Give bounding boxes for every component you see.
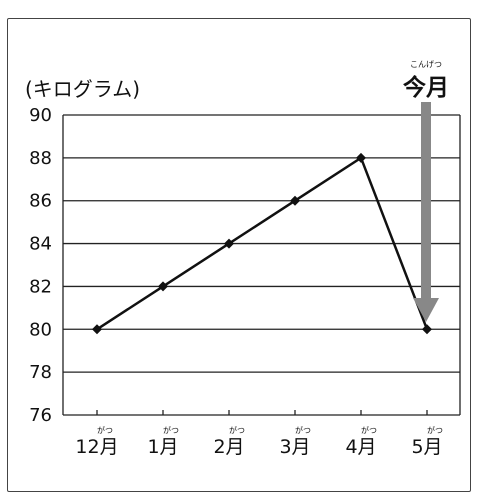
x-tick-label: 5月: [411, 436, 442, 458]
current-month-annotation: こんげつ 今月: [403, 60, 449, 322]
y-axis-label: (キログラム): [25, 77, 140, 101]
data-point: [158, 281, 168, 292]
chart-frame: [7, 18, 471, 492]
y-tick-label: 80: [29, 319, 52, 340]
x-tick-label: 3月: [279, 436, 310, 458]
x-tick-label: 1月: [147, 436, 178, 458]
y-tick-label: 78: [29, 362, 52, 383]
y-tick-label: 84: [29, 234, 52, 255]
x-tick-furigana: がつ: [427, 425, 443, 435]
x-tick-furigana: がつ: [361, 425, 377, 435]
data-point: [356, 152, 366, 163]
y-tick-labels: 90 88 86 84 82 80 78 76: [29, 105, 52, 426]
x-tick-label: 2月: [213, 436, 244, 458]
x-tick-furigana: がつ: [229, 425, 245, 435]
data-markers: [92, 152, 432, 335]
gridlines: [62, 114, 461, 416]
x-tick-label: 12月: [75, 436, 118, 458]
y-tick-label: 86: [29, 191, 52, 212]
x-tick-label: 4月: [345, 436, 376, 458]
y-tick-label: 82: [29, 276, 52, 297]
x-tick-furigana: がつ: [163, 425, 179, 435]
y-tick-label: 88: [29, 148, 52, 169]
annotation-text: 今月: [403, 74, 449, 101]
data-point: [290, 195, 300, 206]
data-point: [224, 238, 234, 249]
annotation-reading: こんげつ: [410, 60, 442, 69]
data-point: [422, 324, 432, 335]
y-tick-label: 76: [29, 405, 52, 426]
x-tick-furigana: がつ: [97, 425, 113, 435]
y-tick-label: 90: [29, 105, 52, 126]
series-line: [96, 155, 429, 331]
annotation-arrow-shaft: [421, 102, 431, 298]
data-point: [92, 324, 102, 335]
annotation-arrow-head: [413, 298, 439, 322]
x-tick-furigana: がつ: [295, 425, 311, 435]
